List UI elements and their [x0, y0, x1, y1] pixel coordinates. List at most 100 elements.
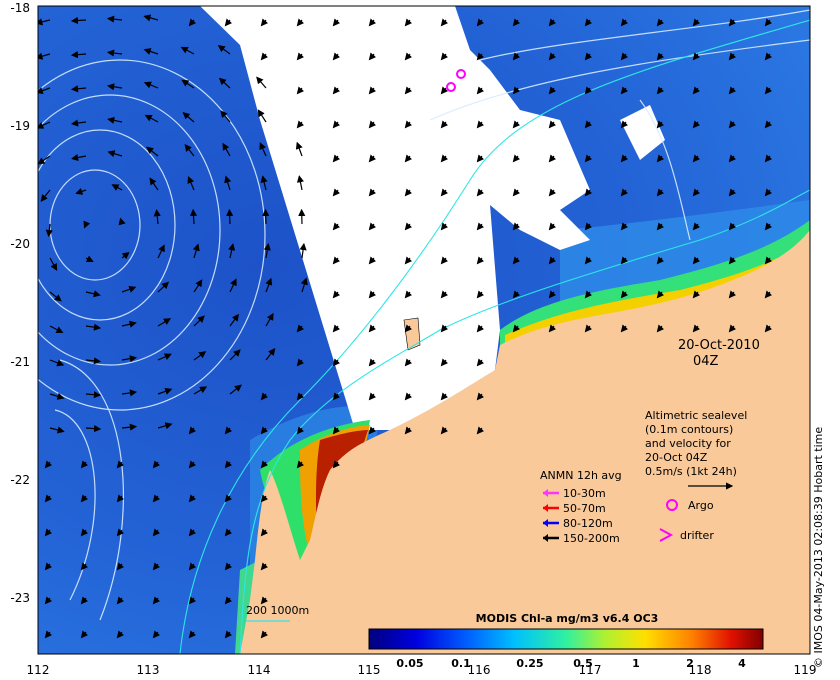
velocity-arrow: [296, 358, 305, 367]
velocity-arrow: [300, 277, 308, 293]
velocity-arrow: [692, 222, 701, 231]
velocity-arrow: [260, 596, 269, 605]
velocity-arrow: [548, 324, 557, 333]
altimetry-note: Altimetric sealevel (0.1m contours) and …: [645, 409, 747, 490]
velocity-arrow: [332, 222, 341, 231]
x-tick-label: 113: [137, 663, 160, 677]
velocity-arrow: [107, 116, 123, 124]
velocity-arrow: [80, 630, 89, 639]
velocity-arrow: [404, 188, 413, 197]
velocity-arrow: [121, 320, 137, 328]
velocity-arrow: [728, 256, 737, 265]
velocity-arrow: [440, 18, 449, 27]
velocity-arrow: [332, 290, 341, 299]
velocity-arrow: [476, 120, 485, 129]
velocity-arrow: [368, 256, 377, 265]
colorbar-tick: 0.1: [451, 657, 471, 670]
y-tick-label: -22: [10, 473, 30, 487]
velocity-arrow: [548, 18, 557, 27]
velocity-arrow: [184, 144, 195, 157]
velocity-arrow: [193, 351, 207, 361]
velocity-arrow: [692, 86, 701, 95]
velocity-arrow: [121, 389, 138, 397]
velocity-arrow: [40, 189, 51, 202]
velocity-arrow: [143, 81, 159, 89]
velocity-arrow: [189, 208, 198, 225]
velocity-arrow: [620, 120, 629, 129]
velocity-arrow: [49, 291, 62, 302]
velocity-arrow: [476, 18, 485, 27]
velocity-arrow: [764, 324, 773, 333]
y-tick-label: -21: [10, 355, 30, 369]
credit-text: © IMOS 04-May-2013 02:08:39 Hobart time: [812, 426, 825, 668]
velocity-arrow: [262, 208, 270, 225]
velocity-arrow: [368, 52, 377, 61]
velocity-arrow: [332, 120, 341, 129]
velocity-arrow: [153, 209, 161, 225]
velocity-arrow: [44, 630, 53, 639]
y-tick-label: -18: [10, 1, 30, 15]
velocity-arrow: [476, 426, 485, 435]
velocity-arrow: [656, 120, 665, 129]
altimetry-note-line: 20-Oct 04Z: [645, 451, 708, 464]
colorbar-tick: 4: [738, 657, 746, 670]
velocity-arrow: [692, 18, 701, 27]
velocity-arrow: [260, 175, 268, 191]
altimetry-note-line: 0.5m/s (1kt 24h): [645, 465, 737, 478]
velocity-arrow: [368, 324, 377, 333]
velocity-arrow: [44, 528, 53, 537]
argo-float: [456, 69, 466, 79]
x-tick-label: 117: [579, 663, 602, 677]
velocity-arrow: [476, 290, 485, 299]
velocity-arrow: [584, 290, 593, 299]
velocity-arrow: [152, 596, 161, 605]
velocity-arrow: [187, 175, 195, 191]
velocity-arrow: [440, 188, 449, 197]
velocity-arrow: [332, 460, 341, 469]
velocity-arrow: [620, 52, 629, 61]
velocity-arrow: [296, 52, 305, 61]
drifter-legend-label: drifter: [680, 529, 714, 542]
velocity-arrow: [476, 154, 485, 163]
velocity-arrow: [229, 278, 237, 293]
velocity-arrow: [764, 86, 773, 95]
velocity-arrow: [193, 386, 208, 395]
velocity-arrow: [70, 51, 87, 59]
velocity-arrow: [144, 114, 159, 123]
velocity-arrow: [85, 357, 102, 365]
velocity-arrow: [584, 222, 593, 231]
cloud-mask: [200, 6, 590, 430]
velocity-arrow: [260, 18, 269, 27]
colorbar-tick: 0.5: [573, 657, 593, 670]
velocity-arrow: [656, 256, 665, 265]
velocity-arrow: [224, 175, 232, 191]
velocity-arrow: [584, 324, 593, 333]
velocity-arrow: [85, 424, 102, 433]
velocity-arrow: [656, 290, 665, 299]
velocity-arrow: [332, 256, 341, 265]
velocity-arrow: [368, 188, 377, 197]
velocity-arrow: [217, 44, 231, 55]
isobaths: [179, 19, 810, 654]
velocity-arrow: [260, 426, 269, 435]
velocity-arrow: [296, 392, 305, 401]
altimetry-note-line: (0.1m contours): [645, 423, 733, 436]
x-axis: 112 113 114 115 116 117 118 119: [27, 663, 817, 677]
velocity-arrow: [188, 528, 197, 537]
velocity-arrow: [404, 120, 413, 129]
velocity-arrow: [548, 222, 557, 231]
velocity-arrow: [44, 596, 53, 605]
velocity-arrow: [107, 150, 123, 158]
velocity-arrow: [118, 217, 126, 226]
velocity-arrow: [296, 86, 305, 95]
velocity-arrow: [656, 52, 665, 61]
velocity-arrow: [116, 562, 125, 571]
velocity-arrow: [80, 494, 89, 503]
velocity-arrow: [440, 52, 449, 61]
velocity-arrow: [224, 18, 233, 27]
velocity-arrow: [85, 290, 101, 298]
colorbar-tick: 0.05: [396, 657, 423, 670]
velocity-arrow: [440, 392, 449, 401]
anmn-legend-label: 80-120m: [563, 517, 613, 530]
velocity-arrow: [440, 86, 449, 95]
